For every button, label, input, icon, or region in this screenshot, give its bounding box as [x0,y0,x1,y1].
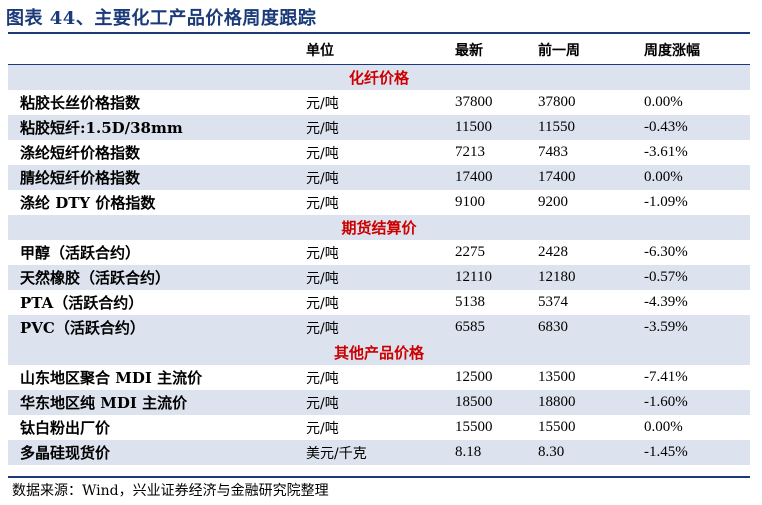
section-label: 化纤价格 [8,64,750,90]
weekly-change-cell: -7.41% [644,369,688,385]
latest-price-cell: 7213 [455,144,485,160]
source-note: 数据来源：Wind，兴业证券经济与金融研究院整理 [12,483,329,499]
header-cell-unit: 单位 [306,43,334,59]
unit-cell: 元/吨 [306,115,455,140]
prev-week-price-cell: 6830 [538,315,644,340]
latest-price-cell: 6585 [455,315,538,340]
prev-week-price-cell: 37800 [538,94,576,110]
table-row: 粘胶长丝价格指数 元/吨 37800 37800 0.00% [8,90,750,115]
table-row: 涤纶 DTY 价格指数 元/吨 9100 9200 -1.09% [8,190,750,215]
weekly-change-cell: -0.43% [644,115,750,140]
price-table-body: 单位 最新 前一周 周度涨幅 化纤价格 粘胶长丝价格指数 元/吨 37800 37800… [8,36,750,465]
header-cell-weekly-change: 周度涨幅 [644,43,700,59]
weekly-change-cell: 0.00% [644,94,683,110]
latest-price-cell: 9100 [455,194,485,210]
latest-price-cell: 18500 [455,390,538,415]
unit-cell: 元/吨 [306,165,455,190]
unit-cell: 元/吨 [306,315,455,340]
product-name-cell: 天然橡胶（活跃合约） [8,265,306,290]
weekly-change-cell: -1.45% [644,440,750,465]
section-label: 期货结算价 [8,215,750,240]
latest-price-cell: 11500 [455,115,538,140]
section-row: 化纤价格 [8,64,750,90]
prev-week-price-cell: 17400 [538,165,644,190]
prev-week-price-cell: 11550 [538,115,644,140]
prev-week-price-cell: 7483 [538,144,568,160]
table-row: PVC（活跃合约） 元/吨 6585 6830 -3.59% [8,315,750,340]
unit-cell: 美元/千克 [306,440,455,465]
product-name-cell: 华东地区纯 MDI 主流价 [8,390,306,415]
weekly-change-cell: -6.30% [644,244,688,260]
product-name-cell: 甲醇（活跃合约） [20,244,141,262]
product-name-cell: 多晶硅现货价 [8,440,306,465]
header-cell-prev-week: 前一周 [538,43,580,59]
table-row: 华东地区纯 MDI 主流价 元/吨 18500 18800 -1.60% [8,390,750,415]
header-cell-latest: 最新 [455,43,483,59]
prev-week-price-cell: 15500 [538,419,576,435]
prev-week-price-cell: 12180 [538,265,644,290]
unit-cell: 元/吨 [306,145,339,162]
prev-week-price-cell: 8.30 [538,440,644,465]
latest-price-cell: 17400 [455,165,538,190]
weekly-change-cell: -3.61% [644,144,688,160]
unit-cell: 元/吨 [306,390,455,415]
unit-cell: 元/吨 [306,195,339,212]
product-name-cell: 腈纶短纤价格指数 [8,165,306,190]
header-cell-name [8,36,306,65]
latest-price-cell: 12500 [455,369,493,385]
bottom-rule [8,476,750,478]
section-label: 其他产品价格 [8,340,750,365]
table-row: 天然橡胶（活跃合约） 元/吨 12110 12180 -0.57% [8,265,750,290]
figure-title: 图表 44、主要化工产品价格周度跟踪 [6,8,317,29]
product-name-cell: 涤纶短纤价格指数 [20,144,141,162]
unit-cell: 元/吨 [306,370,339,387]
latest-price-cell: 37800 [455,94,493,110]
product-name-cell: 涤纶 DTY 价格指数 [20,194,156,212]
weekly-change-cell: 0.00% [644,165,750,190]
weekly-change-cell: -4.39% [644,294,688,310]
table-row: 钛白粉出厂价 元/吨 15500 15500 0.00% [8,415,750,440]
table-row: 多晶硅现货价 美元/千克 8.18 8.30 -1.45% [8,440,750,465]
latest-price-cell: 5138 [455,294,485,310]
table-header-row: 单位 最新 前一周 周度涨幅 [8,36,750,65]
prev-week-price-cell: 9200 [538,194,568,210]
latest-price-cell: 12110 [455,265,538,290]
unit-cell: 元/吨 [306,95,339,112]
prev-week-price-cell: 5374 [538,294,568,310]
table-row: 甲醇（活跃合约） 元/吨 2275 2428 -6.30% [8,240,750,265]
latest-price-cell: 15500 [455,419,493,435]
top-rule [8,32,750,34]
weekly-change-cell: -1.09% [644,194,688,210]
table-row: 涤纶短纤价格指数 元/吨 7213 7483 -3.61% [8,140,750,165]
product-name-cell: PVC（活跃合约） [8,315,306,340]
latest-price-cell: 8.18 [455,440,538,465]
price-table: 单位 最新 前一周 周度涨幅 化纤价格 粘胶长丝价格指数 元/吨 37800 37800… [8,36,750,465]
table-row: 山东地区聚合 MDI 主流价 元/吨 12500 13500 -7.41% [8,365,750,390]
weekly-change-cell: 0.00% [644,419,683,435]
unit-cell: 元/吨 [306,420,339,437]
section-row: 期货结算价 [8,215,750,240]
product-name-cell: PTA（活跃合约） [20,294,144,312]
prev-week-price-cell: 18800 [538,390,644,415]
section-row: 其他产品价格 [8,340,750,365]
weekly-change-cell: -1.60% [644,390,750,415]
unit-cell: 元/吨 [306,245,339,262]
table-row: 粘胶短纤:1.5D/38mm 元/吨 11500 11550 -0.43% [8,115,750,140]
prev-week-price-cell: 13500 [538,369,576,385]
product-name-cell: 粘胶长丝价格指数 [20,94,141,112]
product-name-cell: 钛白粉出厂价 [20,419,111,437]
unit-cell: 元/吨 [306,265,455,290]
unit-cell: 元/吨 [306,295,339,312]
product-name-cell: 山东地区聚合 MDI 主流价 [20,369,203,387]
latest-price-cell: 2275 [455,244,485,260]
table-row: 腈纶短纤价格指数 元/吨 17400 17400 0.00% [8,165,750,190]
product-name-cell: 粘胶短纤:1.5D/38mm [8,115,306,140]
prev-week-price-cell: 2428 [538,244,568,260]
weekly-change-cell: -3.59% [644,315,750,340]
table-row: PTA（活跃合约） 元/吨 5138 5374 -4.39% [8,290,750,315]
weekly-change-cell: -0.57% [644,265,750,290]
